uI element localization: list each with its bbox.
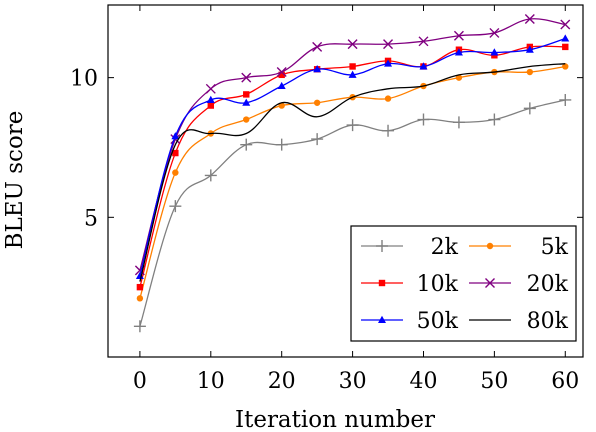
series-20k-point-55 xyxy=(524,13,535,24)
legend-item-2k-marker xyxy=(376,240,388,252)
series-2k-point-55 xyxy=(523,102,536,115)
series-50k-point-45 xyxy=(454,48,463,56)
legend-item-20k-marker xyxy=(485,278,495,288)
series-2k-point-30 xyxy=(346,119,359,132)
series-20k-point-45 xyxy=(453,30,464,41)
y-axis-title: BLEU score xyxy=(2,111,28,250)
series-20k-point-15 xyxy=(241,72,252,83)
series-2k-point-0 xyxy=(133,320,146,333)
series-10k-point-30 xyxy=(349,63,356,70)
series-5k-point-60 xyxy=(562,63,569,70)
series-2k-point-45 xyxy=(452,116,465,129)
series-10k-point-20 xyxy=(278,71,285,79)
series-10k-point-15 xyxy=(243,91,250,98)
legend-item-5k-label: 5k xyxy=(541,235,569,260)
y-tick-label-5: 5 xyxy=(84,206,98,231)
series-20k-point-25 xyxy=(312,41,323,52)
series-10k-point-5 xyxy=(172,149,179,157)
legend-item-50k: 50k xyxy=(361,309,459,334)
series-2k-point-25 xyxy=(311,133,324,146)
series-2k-point-35 xyxy=(382,124,395,137)
series-50k-point-10 xyxy=(206,95,215,103)
series-10k-point-60 xyxy=(562,43,569,51)
series-20k-point-30 xyxy=(347,39,358,50)
series-20k xyxy=(134,13,571,276)
x-tick-label-0: 0 xyxy=(133,369,147,394)
series-2k-point-5 xyxy=(169,200,182,213)
legend-item-2k: 2k xyxy=(361,235,459,260)
x-axis-title: Iteration number xyxy=(235,407,435,432)
x-tick-label-50: 50 xyxy=(480,369,508,394)
series-2k-point-40 xyxy=(417,113,430,126)
legend-item-10k-marker xyxy=(378,279,386,287)
axes: 0 10 20 30 40 50 60 5 10 xyxy=(70,4,584,394)
series-5k-point-55 xyxy=(526,68,534,76)
legend-item-5k-marker xyxy=(486,242,494,250)
series-50k-point-40 xyxy=(419,62,428,70)
series-5k-point-15 xyxy=(243,116,250,123)
series-2k-point-60 xyxy=(559,93,572,106)
series-50k-point-50 xyxy=(490,48,499,56)
plot-marks xyxy=(133,13,572,333)
series-50k xyxy=(135,34,570,279)
series-5k-point-25 xyxy=(313,99,321,106)
series-50k-point-0 xyxy=(135,271,144,279)
series-10k-point-0 xyxy=(136,283,144,291)
y-tick-label-10: 10 xyxy=(70,67,98,92)
legend-item-2k-label: 2k xyxy=(431,235,459,260)
series-5k-point-45 xyxy=(455,74,463,81)
series-50k-point-35 xyxy=(384,59,393,67)
series-50k-point-60 xyxy=(561,34,570,42)
legend-item-5k: 5k xyxy=(469,235,569,260)
series-50k-point-15 xyxy=(242,98,251,106)
legend-item-80k-label: 80k xyxy=(527,309,569,334)
series-20k-point-20 xyxy=(276,67,287,78)
series-2k-point-15 xyxy=(240,138,253,151)
x-tick-label-40: 40 xyxy=(409,369,437,394)
series-2k-point-50 xyxy=(488,113,501,126)
series-80k-line xyxy=(139,63,566,282)
series-50k-point-55 xyxy=(525,45,534,53)
x-tick-label-20: 20 xyxy=(268,369,296,394)
series-2k-point-10 xyxy=(204,169,217,182)
x-tick-label-10: 10 xyxy=(197,369,225,394)
series-80k xyxy=(139,63,566,282)
x-tick-label-60: 60 xyxy=(551,369,579,394)
legend-item-20k: 20k xyxy=(469,272,569,297)
legend-item-20k-label: 20k xyxy=(527,272,569,297)
series-5k-point-35 xyxy=(384,95,392,102)
series-50k-point-25 xyxy=(313,65,322,73)
series-5k-point-0 xyxy=(136,295,144,302)
series-2k xyxy=(133,93,572,333)
legend-item-50k-marker xyxy=(378,315,386,323)
plot-frame xyxy=(107,4,584,358)
x-tick-label-30: 30 xyxy=(339,369,367,394)
series-20k-point-40 xyxy=(418,36,429,47)
series-2k-point-20 xyxy=(275,138,288,151)
legend-item-10k-label: 10k xyxy=(417,272,459,297)
series-20k-point-10 xyxy=(205,83,216,94)
series-5k-point-5 xyxy=(172,169,179,176)
series-50k-point-5 xyxy=(171,132,180,140)
series-5k-point-20 xyxy=(278,102,285,109)
series-20k-point-60 xyxy=(560,19,571,30)
series-20k-point-50 xyxy=(489,27,500,38)
legend-item-80k: 80k xyxy=(469,309,569,334)
series-20k-point-35 xyxy=(383,39,394,50)
series-10k-point-10 xyxy=(207,102,214,109)
legend: 2k 5k 10k 20k 50k 80k xyxy=(350,225,577,342)
series-50k-point-20 xyxy=(277,81,286,90)
legend-item-10k: 10k xyxy=(361,272,459,297)
series-50k-point-30 xyxy=(348,70,357,78)
legend-item-50k-label: 50k xyxy=(417,309,459,334)
